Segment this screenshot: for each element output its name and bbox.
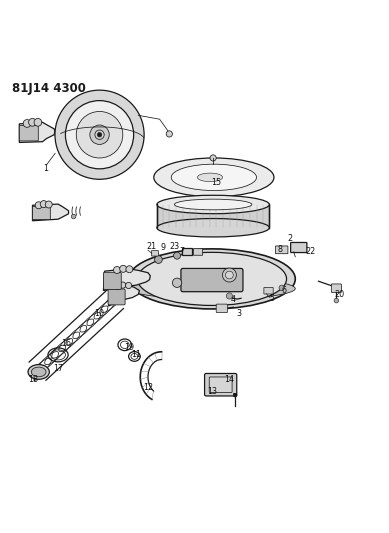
Text: 1: 1	[43, 164, 48, 173]
FancyBboxPatch shape	[275, 246, 288, 254]
Circle shape	[34, 118, 42, 126]
Text: 81J14 4300: 81J14 4300	[12, 83, 86, 95]
FancyBboxPatch shape	[103, 272, 121, 289]
Text: 14: 14	[224, 375, 235, 384]
FancyBboxPatch shape	[32, 206, 50, 220]
FancyBboxPatch shape	[181, 269, 243, 292]
FancyBboxPatch shape	[331, 284, 342, 293]
Circle shape	[166, 131, 172, 137]
Circle shape	[45, 201, 52, 208]
Text: 2: 2	[287, 234, 292, 243]
Ellipse shape	[154, 158, 274, 197]
Text: 8: 8	[277, 245, 282, 254]
Circle shape	[97, 132, 102, 137]
Text: 5: 5	[270, 294, 275, 303]
Text: 19: 19	[124, 343, 135, 352]
Circle shape	[334, 298, 339, 303]
Circle shape	[40, 200, 47, 207]
FancyBboxPatch shape	[264, 287, 273, 294]
Circle shape	[23, 119, 31, 127]
Circle shape	[35, 202, 42, 209]
Circle shape	[154, 256, 162, 263]
Circle shape	[114, 266, 121, 273]
Text: 7: 7	[180, 247, 185, 256]
Ellipse shape	[129, 249, 295, 309]
Text: 10: 10	[95, 309, 105, 318]
FancyBboxPatch shape	[216, 304, 228, 313]
Text: 15: 15	[211, 177, 221, 187]
Ellipse shape	[28, 365, 49, 379]
FancyBboxPatch shape	[19, 125, 38, 141]
Text: 4: 4	[231, 295, 236, 304]
Text: 17: 17	[53, 364, 63, 373]
Circle shape	[233, 393, 237, 397]
Text: 12: 12	[143, 383, 153, 392]
Circle shape	[65, 101, 134, 169]
Polygon shape	[109, 285, 140, 306]
Circle shape	[126, 282, 132, 288]
Polygon shape	[103, 269, 150, 290]
Ellipse shape	[157, 195, 269, 214]
Circle shape	[226, 293, 233, 299]
Circle shape	[71, 214, 76, 219]
Circle shape	[120, 282, 126, 288]
Ellipse shape	[157, 219, 269, 237]
Text: 6: 6	[281, 286, 286, 295]
Text: 20: 20	[335, 290, 345, 299]
Circle shape	[223, 268, 237, 282]
Ellipse shape	[32, 367, 46, 377]
Ellipse shape	[171, 164, 256, 190]
Circle shape	[95, 130, 104, 139]
Text: 13: 13	[207, 387, 217, 396]
FancyBboxPatch shape	[205, 374, 237, 396]
FancyBboxPatch shape	[193, 249, 203, 255]
Polygon shape	[32, 204, 68, 221]
Text: 3: 3	[237, 309, 242, 318]
FancyBboxPatch shape	[209, 377, 232, 392]
Circle shape	[29, 118, 36, 126]
Circle shape	[173, 252, 180, 259]
FancyBboxPatch shape	[151, 251, 158, 256]
Circle shape	[90, 125, 109, 144]
Circle shape	[76, 111, 123, 158]
Ellipse shape	[137, 252, 287, 305]
Circle shape	[210, 155, 216, 161]
Circle shape	[172, 278, 182, 287]
Text: 22: 22	[305, 247, 315, 256]
Circle shape	[120, 265, 127, 272]
Circle shape	[114, 283, 120, 289]
FancyBboxPatch shape	[182, 247, 192, 255]
FancyBboxPatch shape	[157, 205, 269, 228]
Text: 16: 16	[61, 339, 71, 348]
Circle shape	[226, 271, 233, 279]
Text: 9: 9	[161, 244, 166, 253]
Text: 18: 18	[29, 375, 39, 384]
Ellipse shape	[129, 278, 295, 299]
Ellipse shape	[197, 173, 223, 182]
FancyBboxPatch shape	[291, 243, 307, 253]
Polygon shape	[19, 122, 55, 142]
Text: 23: 23	[169, 242, 179, 251]
Circle shape	[126, 266, 133, 273]
Text: 21: 21	[146, 242, 156, 251]
FancyBboxPatch shape	[108, 289, 125, 305]
Circle shape	[55, 90, 144, 179]
Ellipse shape	[174, 199, 252, 210]
Text: 11: 11	[131, 350, 141, 359]
Circle shape	[279, 285, 284, 290]
